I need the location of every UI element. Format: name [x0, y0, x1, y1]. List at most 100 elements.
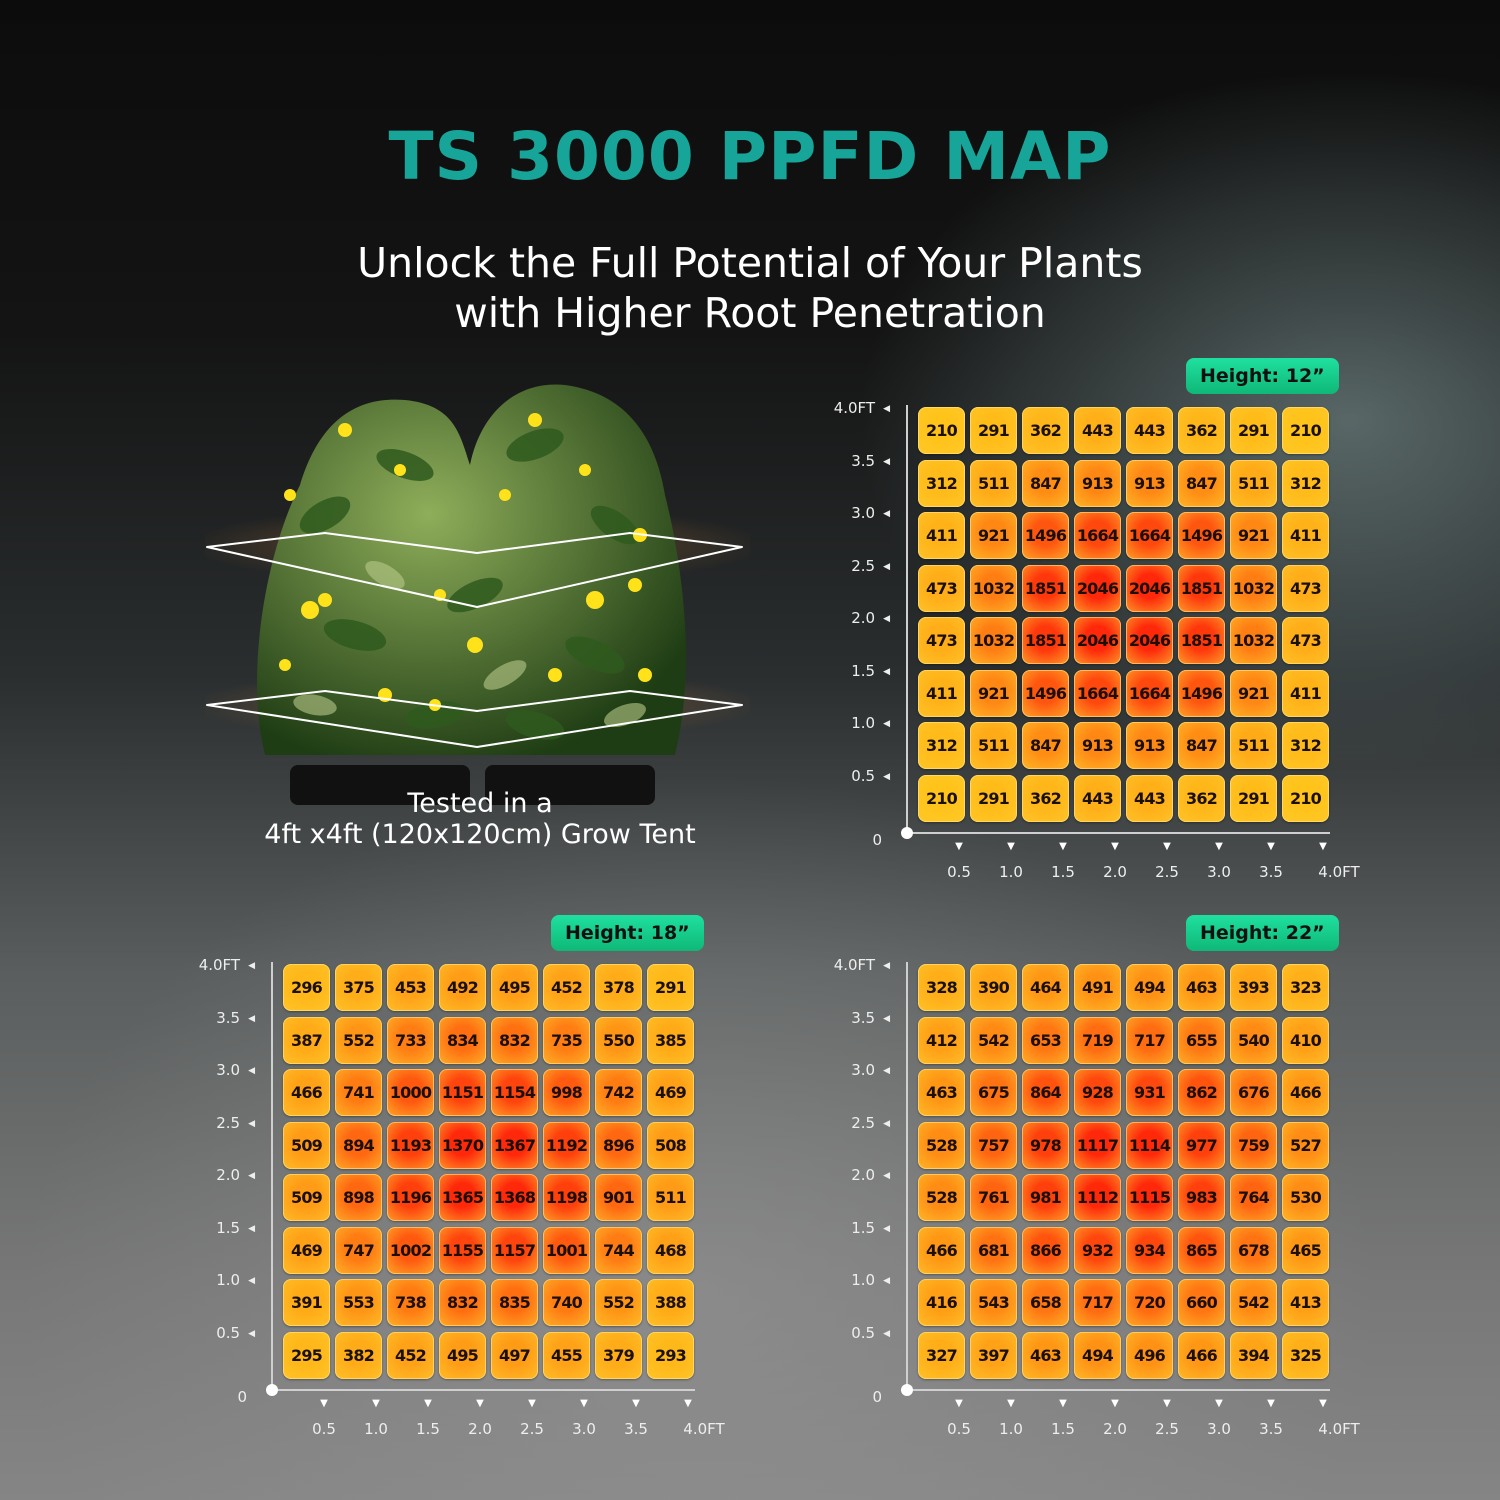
y-axis-label: 4.0FT ◀	[185, 956, 255, 974]
ppfd-cell: 293	[647, 1331, 694, 1379]
y-axis-label: 3.5 ◀	[820, 452, 890, 470]
plant-illustration-icon	[205, 384, 750, 805]
ppfd-cell: 1496	[1178, 669, 1225, 717]
ppfd-cell: 473	[918, 564, 965, 612]
y-axis-label-text: 1.5	[851, 661, 876, 680]
ppfd-cell: 1851	[1178, 564, 1225, 612]
ppfd-cell: 741	[335, 1069, 382, 1116]
ppfd-cell: 378	[595, 964, 642, 1011]
ppfd-cell: 443	[1126, 407, 1173, 454]
y-axis-label-text: 1.5	[851, 1218, 876, 1237]
ppfd-cell: 312	[1282, 722, 1329, 769]
ppfd-cell: 530	[1282, 1174, 1329, 1221]
ppfd-cell: 443	[1126, 774, 1173, 822]
ppfd-cell: 410	[1282, 1016, 1329, 1064]
ppfd-cell: 382	[335, 1331, 382, 1379]
ppfd-cell: 511	[1230, 722, 1277, 769]
ppfd-cell: 747	[335, 1226, 382, 1274]
y-axis-label: 1.0 ◀	[820, 714, 890, 732]
y-axis-label: 4.0FT ◀	[820, 956, 890, 974]
ppfd-cell: 1196	[387, 1174, 434, 1221]
ppfd-cell: 291	[970, 774, 1017, 822]
ppfd-cell: 312	[1282, 459, 1329, 507]
y-axis-label-text: 3.5	[851, 1008, 876, 1027]
ppfd-cell: 411	[1282, 669, 1329, 717]
x-axis-label: 2.5	[520, 1420, 544, 1438]
y-axis-label-text: 1.5	[216, 1218, 241, 1237]
ppfd-cell: 411	[1282, 512, 1329, 559]
ppfd-cell: 295	[283, 1331, 330, 1379]
ppfd-cell: 1370	[439, 1121, 486, 1169]
y-axis-label: 2.5 ◀	[820, 557, 890, 575]
ppfd-cell: 362	[1022, 407, 1069, 454]
tick-down-icon: ▼	[1059, 841, 1067, 852]
ppfd-map-18in: Height: 18” 4.0FT ◀ 3.5 ◀ 3.0 ◀ 2.5 ◀ 2.0 ◀ 1.5 ◀ 1.0…	[185, 912, 745, 1452]
ppfd-cell: 1198	[543, 1174, 590, 1221]
ppfd-cell: 653	[1022, 1016, 1069, 1064]
ppfd-cell: 678	[1230, 1226, 1277, 1274]
ppfd-cell: 463	[1022, 1331, 1069, 1379]
tick-left-icon: ◀	[883, 1171, 890, 1181]
tick-left-icon: ◀	[883, 1223, 890, 1234]
ppfd-cell: 847	[1022, 459, 1069, 507]
x-axis-label: 2.0	[1103, 1420, 1127, 1438]
ppfd-cell: 1115	[1126, 1174, 1173, 1221]
ppfd-cell: 553	[335, 1279, 382, 1326]
x-axis-label: 4.0FT	[683, 1420, 725, 1438]
ppfd-cell: 735	[543, 1016, 590, 1064]
tick-down-icon: ▼	[1111, 841, 1119, 852]
ppfd-cell: 465	[1282, 1226, 1329, 1274]
y-axis-label-text: 0	[872, 1388, 882, 1406]
tick-left-icon: ◀	[248, 1118, 255, 1129]
ppfd-cell: 660	[1178, 1279, 1225, 1326]
ppfd-cell: 527	[1282, 1121, 1329, 1169]
tick-down-icon: ▼	[955, 841, 963, 852]
tick-left-icon: ◀	[248, 1066, 255, 1076]
tick-down-icon: ▼	[580, 1398, 588, 1409]
ppfd-grid: 210 291 362 443 443 362 291 210 312 511 847 913 913 8…	[918, 407, 1329, 822]
ppfd-cell: 509	[283, 1121, 330, 1169]
ppfd-cell: 511	[647, 1174, 694, 1221]
y-axis-label-text: 0	[237, 1388, 247, 1406]
ppfd-cell: 540	[1230, 1016, 1277, 1064]
ppfd-cell: 210	[918, 407, 965, 454]
ppfd-cell: 744	[595, 1226, 642, 1274]
ppfd-cell: 1367	[491, 1121, 538, 1169]
ppfd-cell: 1032	[1230, 564, 1277, 612]
ppfd-cell: 977	[1178, 1121, 1225, 1169]
ppfd-cell: 832	[439, 1279, 486, 1326]
subtitle: Unlock the Full Potential of Your Plants…	[0, 238, 1500, 338]
y-axis-label: 0	[820, 831, 882, 849]
ppfd-cell: 550	[595, 1016, 642, 1064]
ppfd-cell: 379	[595, 1331, 642, 1379]
y-axis-label-text: 2.5	[851, 1113, 876, 1132]
tick-left-icon: ◀	[883, 614, 890, 624]
tick-left-icon: ◀	[248, 1223, 255, 1234]
x-axis-label: 3.5	[1259, 863, 1283, 881]
ppfd-map-12in: Height: 12” 4.0FT ◀ 3.5 ◀ 3.0 ◀ 2.5 ◀ 2.0 ◀ 1.5 ◀ 1.0…	[820, 355, 1380, 895]
ppfd-cell: 835	[491, 1279, 538, 1326]
tick-left-icon: ◀	[883, 456, 890, 467]
ppfd-cell: 543	[970, 1279, 1017, 1326]
ppfd-cell: 866	[1022, 1226, 1069, 1274]
ppfd-cell: 455	[543, 1331, 590, 1379]
ppfd-cell: 834	[439, 1016, 486, 1064]
x-axis-label: 3.0	[1207, 863, 1231, 881]
tick-down-icon: ▼	[684, 1398, 692, 1409]
ppfd-cell: 323	[1282, 964, 1329, 1011]
ppfd-cell: 492	[439, 964, 486, 1011]
x-axis-label: 1.0	[999, 1420, 1023, 1438]
ppfd-cell: 552	[335, 1016, 382, 1064]
tick-down-icon: ▼	[372, 1398, 380, 1409]
ppfd-cell: 913	[1074, 722, 1121, 769]
ppfd-cell: 1032	[970, 617, 1017, 664]
ppfd-cell: 362	[1022, 774, 1069, 822]
ppfd-cell: 388	[647, 1279, 694, 1326]
y-axis-label-text: 4.0FT	[833, 956, 876, 974]
ppfd-cell: 865	[1178, 1226, 1225, 1274]
ppfd-cell: 981	[1022, 1174, 1069, 1221]
tick-left-icon: ◀	[883, 961, 890, 971]
ppfd-cell: 325	[1282, 1331, 1329, 1379]
y-axis-label: 1.5 ◀	[185, 1219, 255, 1237]
x-axis-label: 0.5	[947, 863, 971, 881]
